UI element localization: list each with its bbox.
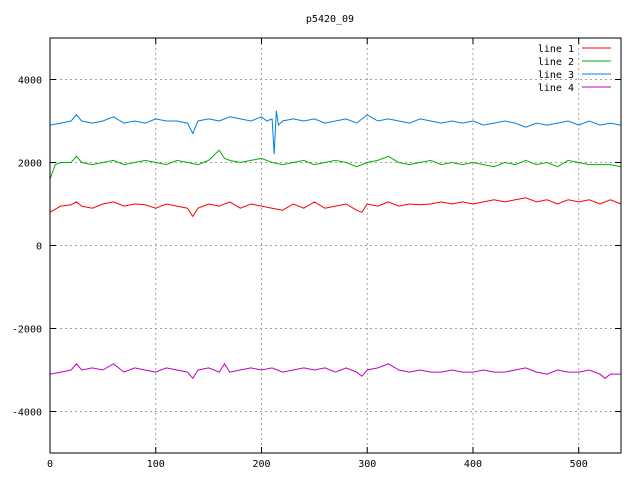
x-tick-label: 400	[464, 459, 482, 470]
series-line-3	[49, 110, 622, 155]
x-tick-label: 200	[252, 459, 270, 470]
x-tick-label: 300	[358, 459, 376, 470]
series-line-4	[49, 362, 621, 380]
legend-label: line 4	[538, 83, 574, 94]
y-tick-label: -2000	[12, 325, 42, 336]
y-tick-label: -4000	[12, 408, 42, 419]
x-tick-label: 500	[570, 459, 588, 470]
legend-label: line 3	[538, 70, 574, 81]
axis-ticks: 0 100 200 300 400 500 -4000 -2000 0 2000 4000	[12, 38, 621, 470]
y-tick-label: 0	[36, 242, 42, 253]
x-tick-label: 100	[147, 459, 165, 470]
y-tick-label: 2000	[18, 159, 42, 170]
legend: line 1 line 2 line 3 line 4	[538, 44, 611, 94]
series-line-1	[49, 197, 622, 218]
chart-title: p5420_09	[306, 14, 354, 25]
y-tick-label: 4000	[18, 76, 42, 87]
series-line-2	[49, 149, 622, 180]
series-lines	[49, 110, 622, 380]
legend-label: line 2	[538, 57, 574, 68]
x-tick-label: 0	[47, 459, 53, 470]
grid	[50, 38, 621, 453]
legend-label: line 1	[538, 44, 574, 55]
